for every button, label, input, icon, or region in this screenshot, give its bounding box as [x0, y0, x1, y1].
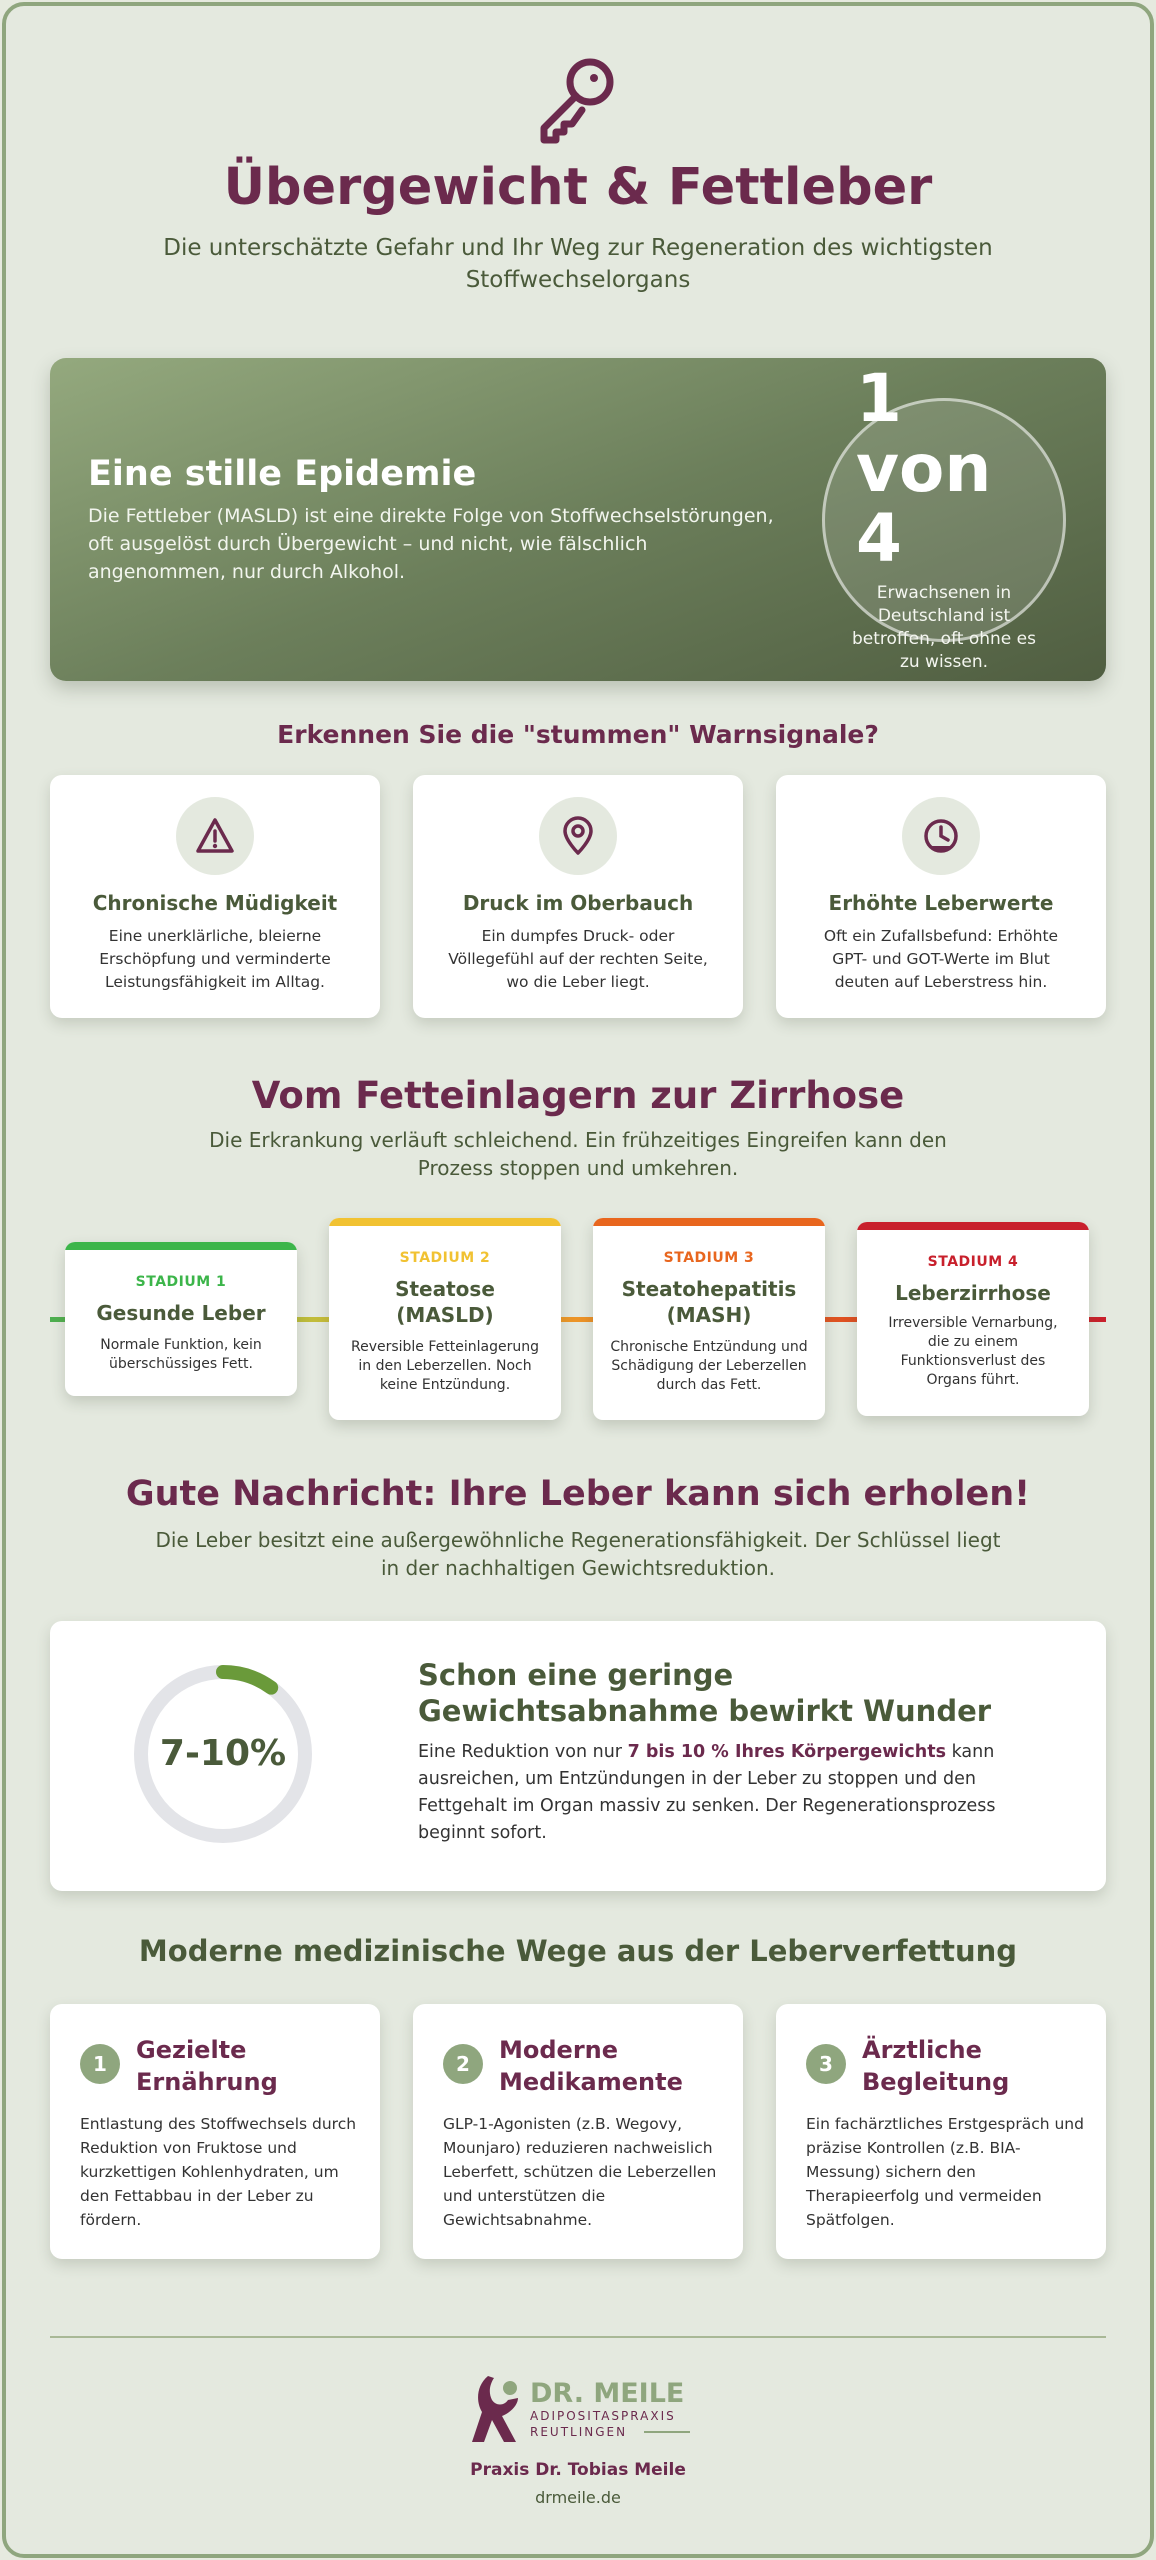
- practice-name: Praxis Dr. Tobias Meile: [470, 2460, 686, 2480]
- progression-subtitle: Die Erkrankung verläuft schleichend. Ein…: [209, 1128, 947, 1180]
- key-icon: [540, 58, 614, 144]
- stage-description: Normale Funktion, kein überschüssiges Fe…: [100, 1337, 262, 1372]
- warning-text: Eine unerklärliche, bleierne Erschöpfung…: [99, 927, 331, 991]
- stage-color-bar: [857, 1222, 1089, 1230]
- weight-loss-card: 7-10% Schon eine geringe Gewichtsabnahme…: [50, 1621, 1106, 1891]
- stage-card: STADIUM 2 Steatose (MASLD) Reversible Fe…: [329, 1218, 561, 1420]
- warning-text: Oft ein Zufallsbefund: Erhöhte GPT- und …: [823, 927, 1059, 991]
- stat-circle: [822, 398, 1066, 642]
- stage-label: STADIUM 4: [927, 1254, 1019, 1270]
- stage-color-bar: [329, 1218, 561, 1226]
- treatment-title: Moderne Medikamente: [499, 2036, 683, 2096]
- progress-ring-fill: [134, 1665, 312, 1843]
- stage-description: Irreversible Vernarbung, die zu einem Fu…: [888, 1315, 1058, 1388]
- stage-description: Reversible Fetteinlagerung in den Leberz…: [350, 1339, 539, 1393]
- step-number-badge: 3: [806, 2044, 846, 2084]
- stage-label: STADIUM 3: [663, 1250, 755, 1266]
- warnings-title: Erkennen Sie die "stummen" Warnsignale?: [277, 720, 879, 749]
- practice-website-link[interactable]: drmeile.de: [535, 2488, 621, 2507]
- progress-ring: [134, 1665, 312, 1843]
- footer-divider: [50, 2336, 1106, 2338]
- banner-text: Die Fettleber (MASLD) ist eine direkte F…: [88, 505, 774, 583]
- text-highlight: 7 bis 10 % Ihres Körpergewichts: [627, 1742, 947, 1762]
- text-part: kann ausreichen, um Entzündungen in der …: [418, 1742, 996, 1843]
- progression-title: Vom Fetteinlagern zur Zirrhose: [251, 1074, 905, 1117]
- weight-loss-heading: Schon eine geringe Gewichtsabnahme bewir…: [418, 1658, 992, 1728]
- text-part: Eine Reduktion von nur: [418, 1742, 628, 1762]
- warning-title: Chronische Müdigkeit: [92, 891, 338, 915]
- treatment-text: GLP-1-Agonisten (z.B. Wegovy, Mounjaro) …: [443, 2115, 717, 2229]
- progression-line: [50, 1317, 1106, 1322]
- treatment-card: 3 Ärztliche Begleitung Ein fachärztliche…: [776, 2004, 1106, 2259]
- warning-title: Druck im Oberbauch: [462, 891, 694, 915]
- logo-line2: REUTLINGEN: [530, 2425, 627, 2439]
- stat-caption: Erwachsenen in Deutschland ist betroffen…: [852, 583, 1036, 672]
- stage-label: STADIUM 2: [399, 1250, 491, 1266]
- weight-loss-text: Eine Reduktion von nur 7 bis 10 % Ihres …: [418, 1739, 1038, 1847]
- warning-card: Druck im Oberbauch Ein dumpfes Druck- od…: [413, 775, 743, 1018]
- stage-name: Gesunde Leber: [96, 1301, 266, 1325]
- banner-title: Eine stille Epidemie: [88, 454, 477, 494]
- stage-card: STADIUM 1 Gesunde Leber Normale Funktion…: [65, 1242, 297, 1396]
- stage-label: STADIUM 1: [135, 1274, 227, 1290]
- regeneration-title: Gute Nachricht: Ihre Leber kann sich erh…: [125, 1474, 1031, 1514]
- stat-number: 1 von 4: [856, 360, 992, 577]
- step-number-badge: 2: [443, 2044, 483, 2084]
- stage-name: Steatose (MASLD): [395, 1277, 495, 1327]
- progress-ring-label: 7-10%: [159, 1733, 287, 1774]
- stage-color-bar: [593, 1218, 825, 1226]
- stage-card: STADIUM 4 Leberzirrhose Irreversible Ver…: [857, 1222, 1089, 1416]
- stage-name: Leberzirrhose: [895, 1281, 1051, 1305]
- treatment-card: 2 Moderne Medikamente GLP-1-Agonisten (z…: [413, 2004, 743, 2259]
- regeneration-subtitle: Die Leber besitzt eine außergewöhnliche …: [155, 1528, 1001, 1580]
- warning-icon: [176, 797, 254, 875]
- treatment-title: Ärztliche Begleitung: [862, 2036, 1010, 2096]
- logo-name: DR. MEILE: [530, 2378, 684, 2409]
- treatment-text: Entlastung des Stoffwechsels durch Reduk…: [80, 2115, 357, 2229]
- warning-card: Erhöhte Leberwerte Oft ein Zufallsbefund…: [776, 775, 1106, 1018]
- step-number-badge: 1: [80, 2044, 120, 2084]
- warning-title: Erhöhte Leberwerte: [828, 891, 1054, 915]
- treatment-section-title: Moderne medizinische Wege aus der Leberv…: [138, 1934, 1018, 1968]
- stage-description: Chronische Entzündung und Schädigung der…: [610, 1339, 808, 1393]
- treatment-text: Ein fachärztliches Erstgespräch und präz…: [806, 2115, 1084, 2229]
- page-subtitle: Die unterschätzte Gefahr und Ihr Weg zur…: [163, 235, 993, 293]
- practice-logo: DR. MEILE ADIPOSITASPRAXIS REUTLINGEN: [472, 2376, 690, 2442]
- epidemic-banner: 1 von 4 Erwachsenen in Deutschland ist b…: [50, 358, 1106, 681]
- clock-icon: [902, 797, 980, 875]
- page-title: Übergewicht & Fettleber: [223, 158, 933, 217]
- logo-line1: ADIPOSITASPRAXIS: [530, 2409, 676, 2423]
- treatment-card: 1 Gezielte Ernährung Entlastung des Stof…: [50, 2004, 380, 2259]
- stage-color-bar: [65, 1242, 297, 1250]
- treatment-title: Gezielte Ernährung: [136, 2036, 278, 2096]
- location-pin-icon: [539, 797, 617, 875]
- stage-name: Steatohepatitis (MASH): [621, 1277, 797, 1327]
- warning-card: Chronische Müdigkeit Eine unerklärliche,…: [50, 775, 380, 1018]
- warning-text: Ein dumpfes Druck- oder Völlegefühl auf …: [448, 927, 708, 991]
- stage-card: STADIUM 3 Steatohepatitis (MASH) Chronis…: [593, 1218, 825, 1420]
